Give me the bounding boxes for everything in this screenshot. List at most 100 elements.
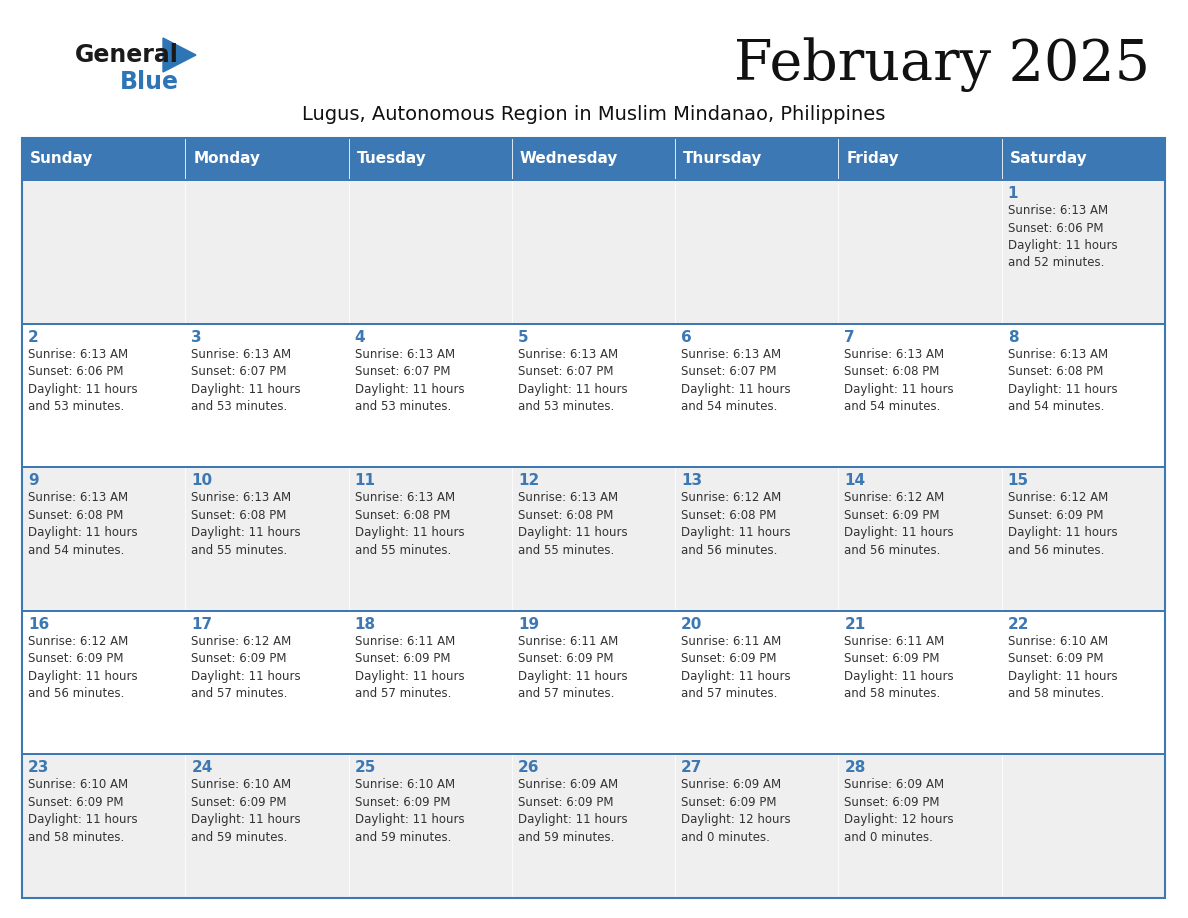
- Text: 4: 4: [354, 330, 365, 344]
- Text: Daylight: 11 hours: Daylight: 11 hours: [681, 670, 791, 683]
- FancyBboxPatch shape: [512, 138, 675, 180]
- Text: Daylight: 11 hours: Daylight: 11 hours: [29, 383, 138, 396]
- FancyBboxPatch shape: [839, 610, 1001, 755]
- Text: 8: 8: [1007, 330, 1018, 344]
- Text: Sunrise: 6:13 AM: Sunrise: 6:13 AM: [1007, 204, 1108, 217]
- Text: Daylight: 11 hours: Daylight: 11 hours: [354, 670, 465, 683]
- Text: Daylight: 11 hours: Daylight: 11 hours: [1007, 526, 1118, 539]
- Text: Sunrise: 6:12 AM: Sunrise: 6:12 AM: [681, 491, 782, 504]
- Text: and 54 minutes.: and 54 minutes.: [29, 543, 125, 556]
- Text: Daylight: 11 hours: Daylight: 11 hours: [354, 526, 465, 539]
- Text: Sunrise: 6:13 AM: Sunrise: 6:13 AM: [29, 491, 128, 504]
- FancyBboxPatch shape: [675, 610, 839, 755]
- Text: Sunrise: 6:09 AM: Sunrise: 6:09 AM: [845, 778, 944, 791]
- FancyBboxPatch shape: [348, 138, 512, 180]
- Text: Sunset: 6:09 PM: Sunset: 6:09 PM: [29, 653, 124, 666]
- Text: Daylight: 11 hours: Daylight: 11 hours: [518, 813, 627, 826]
- Text: Sunset: 6:09 PM: Sunset: 6:09 PM: [681, 653, 777, 666]
- Text: and 55 minutes.: and 55 minutes.: [518, 543, 614, 556]
- FancyBboxPatch shape: [512, 467, 675, 610]
- Text: Sunset: 6:09 PM: Sunset: 6:09 PM: [354, 796, 450, 809]
- Text: Daylight: 12 hours: Daylight: 12 hours: [845, 813, 954, 826]
- Text: Daylight: 11 hours: Daylight: 11 hours: [354, 813, 465, 826]
- FancyBboxPatch shape: [1001, 467, 1165, 610]
- Text: Daylight: 11 hours: Daylight: 11 hours: [845, 526, 954, 539]
- Text: Sunset: 6:09 PM: Sunset: 6:09 PM: [845, 509, 940, 521]
- Text: 20: 20: [681, 617, 702, 632]
- Text: Sunset: 6:09 PM: Sunset: 6:09 PM: [845, 653, 940, 666]
- Text: Daylight: 11 hours: Daylight: 11 hours: [29, 813, 138, 826]
- Text: and 59 minutes.: and 59 minutes.: [191, 831, 287, 844]
- Text: Sunday: Sunday: [30, 151, 94, 166]
- Text: Sunrise: 6:13 AM: Sunrise: 6:13 AM: [518, 348, 618, 361]
- Text: Daylight: 12 hours: Daylight: 12 hours: [681, 813, 791, 826]
- Text: Saturday: Saturday: [1010, 151, 1087, 166]
- Text: Daylight: 11 hours: Daylight: 11 hours: [1007, 383, 1118, 396]
- Text: and 55 minutes.: and 55 minutes.: [354, 543, 450, 556]
- FancyBboxPatch shape: [675, 324, 839, 467]
- Text: and 57 minutes.: and 57 minutes.: [354, 688, 451, 700]
- Text: and 58 minutes.: and 58 minutes.: [1007, 688, 1104, 700]
- Text: Sunrise: 6:11 AM: Sunrise: 6:11 AM: [518, 635, 618, 648]
- Text: Sunrise: 6:11 AM: Sunrise: 6:11 AM: [845, 635, 944, 648]
- FancyBboxPatch shape: [23, 467, 185, 610]
- Text: Sunset: 6:08 PM: Sunset: 6:08 PM: [1007, 365, 1104, 378]
- Text: Sunrise: 6:11 AM: Sunrise: 6:11 AM: [681, 635, 782, 648]
- Text: Daylight: 11 hours: Daylight: 11 hours: [1007, 670, 1118, 683]
- Text: 23: 23: [29, 760, 50, 776]
- Text: Friday: Friday: [846, 151, 899, 166]
- Text: Sunset: 6:08 PM: Sunset: 6:08 PM: [845, 365, 940, 378]
- FancyBboxPatch shape: [1001, 138, 1165, 180]
- Text: Sunset: 6:08 PM: Sunset: 6:08 PM: [29, 509, 124, 521]
- Text: 21: 21: [845, 617, 866, 632]
- Text: Sunset: 6:09 PM: Sunset: 6:09 PM: [681, 796, 777, 809]
- Text: and 53 minutes.: and 53 minutes.: [518, 400, 614, 413]
- Text: 28: 28: [845, 760, 866, 776]
- FancyBboxPatch shape: [512, 755, 675, 898]
- Text: Sunset: 6:09 PM: Sunset: 6:09 PM: [845, 796, 940, 809]
- Text: and 53 minutes.: and 53 minutes.: [29, 400, 125, 413]
- FancyBboxPatch shape: [185, 467, 348, 610]
- FancyBboxPatch shape: [348, 610, 512, 755]
- Text: Daylight: 11 hours: Daylight: 11 hours: [29, 670, 138, 683]
- Text: and 52 minutes.: and 52 minutes.: [1007, 256, 1104, 270]
- Text: Sunset: 6:08 PM: Sunset: 6:08 PM: [681, 509, 777, 521]
- Text: and 0 minutes.: and 0 minutes.: [681, 831, 770, 844]
- Text: Sunset: 6:09 PM: Sunset: 6:09 PM: [191, 796, 286, 809]
- FancyBboxPatch shape: [348, 755, 512, 898]
- Text: Sunset: 6:09 PM: Sunset: 6:09 PM: [518, 653, 613, 666]
- Text: and 58 minutes.: and 58 minutes.: [29, 831, 125, 844]
- Text: Sunset: 6:09 PM: Sunset: 6:09 PM: [518, 796, 613, 809]
- Text: Daylight: 11 hours: Daylight: 11 hours: [681, 526, 791, 539]
- Text: Thursday: Thursday: [683, 151, 763, 166]
- Text: Sunrise: 6:13 AM: Sunrise: 6:13 AM: [518, 491, 618, 504]
- Text: Sunrise: 6:10 AM: Sunrise: 6:10 AM: [29, 778, 128, 791]
- Text: and 56 minutes.: and 56 minutes.: [1007, 543, 1104, 556]
- Text: 24: 24: [191, 760, 213, 776]
- Polygon shape: [163, 38, 196, 72]
- Text: General: General: [75, 43, 179, 67]
- Text: Sunrise: 6:13 AM: Sunrise: 6:13 AM: [354, 491, 455, 504]
- Text: Sunrise: 6:11 AM: Sunrise: 6:11 AM: [354, 635, 455, 648]
- FancyBboxPatch shape: [23, 755, 185, 898]
- Text: Sunrise: 6:13 AM: Sunrise: 6:13 AM: [1007, 348, 1108, 361]
- Text: and 56 minutes.: and 56 minutes.: [845, 543, 941, 556]
- FancyBboxPatch shape: [1001, 180, 1165, 324]
- Text: Sunrise: 6:10 AM: Sunrise: 6:10 AM: [191, 778, 291, 791]
- Text: Sunset: 6:09 PM: Sunset: 6:09 PM: [1007, 509, 1104, 521]
- Text: Daylight: 11 hours: Daylight: 11 hours: [1007, 239, 1118, 252]
- Text: Daylight: 11 hours: Daylight: 11 hours: [518, 383, 627, 396]
- Text: Daylight: 11 hours: Daylight: 11 hours: [354, 383, 465, 396]
- Text: and 57 minutes.: and 57 minutes.: [191, 688, 287, 700]
- Text: 9: 9: [29, 473, 39, 488]
- Text: Sunrise: 6:12 AM: Sunrise: 6:12 AM: [29, 635, 128, 648]
- FancyBboxPatch shape: [839, 138, 1001, 180]
- Text: 10: 10: [191, 473, 213, 488]
- Text: Sunrise: 6:10 AM: Sunrise: 6:10 AM: [1007, 635, 1108, 648]
- Text: and 58 minutes.: and 58 minutes.: [845, 688, 941, 700]
- Text: Wednesday: Wednesday: [520, 151, 618, 166]
- Text: Monday: Monday: [194, 151, 260, 166]
- Text: Sunrise: 6:09 AM: Sunrise: 6:09 AM: [518, 778, 618, 791]
- Text: and 54 minutes.: and 54 minutes.: [681, 400, 777, 413]
- Text: 6: 6: [681, 330, 691, 344]
